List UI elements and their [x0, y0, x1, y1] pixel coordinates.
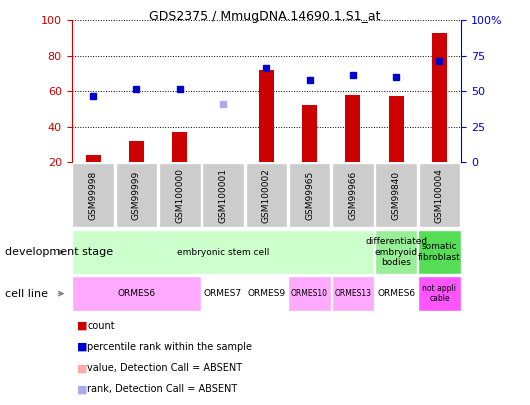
Text: GSM100004: GSM100004 [435, 168, 444, 223]
Text: GSM99965: GSM99965 [305, 171, 314, 220]
Text: percentile rank within the sample: percentile rank within the sample [87, 342, 252, 352]
Text: ORMES6: ORMES6 [118, 289, 155, 298]
Bar [202, 276, 244, 311]
Bar [375, 276, 418, 311]
Bar [289, 163, 330, 228]
Text: GSM99966: GSM99966 [348, 171, 357, 220]
Bar [129, 141, 144, 162]
Bar [302, 105, 317, 162]
Text: GSM100000: GSM100000 [175, 168, 184, 223]
Text: GSM99998: GSM99998 [89, 171, 98, 220]
Text: ■: ■ [77, 384, 87, 394]
Text: ORMES10: ORMES10 [291, 289, 328, 298]
Text: GSM99840: GSM99840 [392, 171, 401, 220]
Bar [245, 276, 288, 311]
Bar [288, 276, 331, 311]
Text: rank, Detection Call = ABSENT: rank, Detection Call = ABSENT [87, 384, 237, 394]
Text: ■: ■ [77, 321, 87, 331]
Bar [419, 163, 460, 228]
Bar [86, 155, 101, 162]
Text: count: count [87, 321, 115, 331]
Bar [72, 230, 374, 275]
Text: GSM99999: GSM99999 [132, 171, 141, 220]
Text: ORMES9: ORMES9 [248, 289, 285, 298]
Bar [346, 95, 360, 162]
Bar [73, 163, 114, 228]
Text: not appli
cable: not appli cable [422, 284, 456, 303]
Text: somatic
fibroblast: somatic fibroblast [418, 243, 461, 262]
Bar [332, 163, 374, 228]
Bar [202, 163, 244, 228]
Text: differentiated
embryoid
bodies: differentiated embryoid bodies [365, 237, 427, 267]
Bar [388, 96, 404, 162]
Bar [216, 162, 231, 192]
Text: GDS2375 / MmugDNA.14690.1.S1_at: GDS2375 / MmugDNA.14690.1.S1_at [149, 10, 381, 23]
Text: value, Detection Call = ABSENT: value, Detection Call = ABSENT [87, 363, 243, 373]
Text: cell line: cell line [5, 289, 48, 298]
Bar [245, 163, 287, 228]
Bar [375, 163, 417, 228]
Bar [116, 163, 157, 228]
Bar [418, 276, 461, 311]
Bar [418, 230, 461, 275]
Text: GSM100001: GSM100001 [218, 168, 227, 223]
Bar [72, 276, 201, 311]
Bar [375, 230, 418, 275]
Bar [172, 132, 187, 162]
Text: ■: ■ [77, 342, 87, 352]
Text: ORMES6: ORMES6 [377, 289, 415, 298]
Bar [159, 163, 200, 228]
Text: ORMES13: ORMES13 [334, 289, 372, 298]
Text: ■: ■ [77, 363, 87, 373]
Bar [332, 276, 374, 311]
Text: development stage: development stage [5, 247, 113, 257]
Text: GSM100002: GSM100002 [262, 168, 271, 223]
Text: embryonic stem cell: embryonic stem cell [177, 247, 269, 257]
Bar [259, 70, 274, 162]
Text: ORMES7: ORMES7 [204, 289, 242, 298]
Bar [432, 33, 447, 162]
